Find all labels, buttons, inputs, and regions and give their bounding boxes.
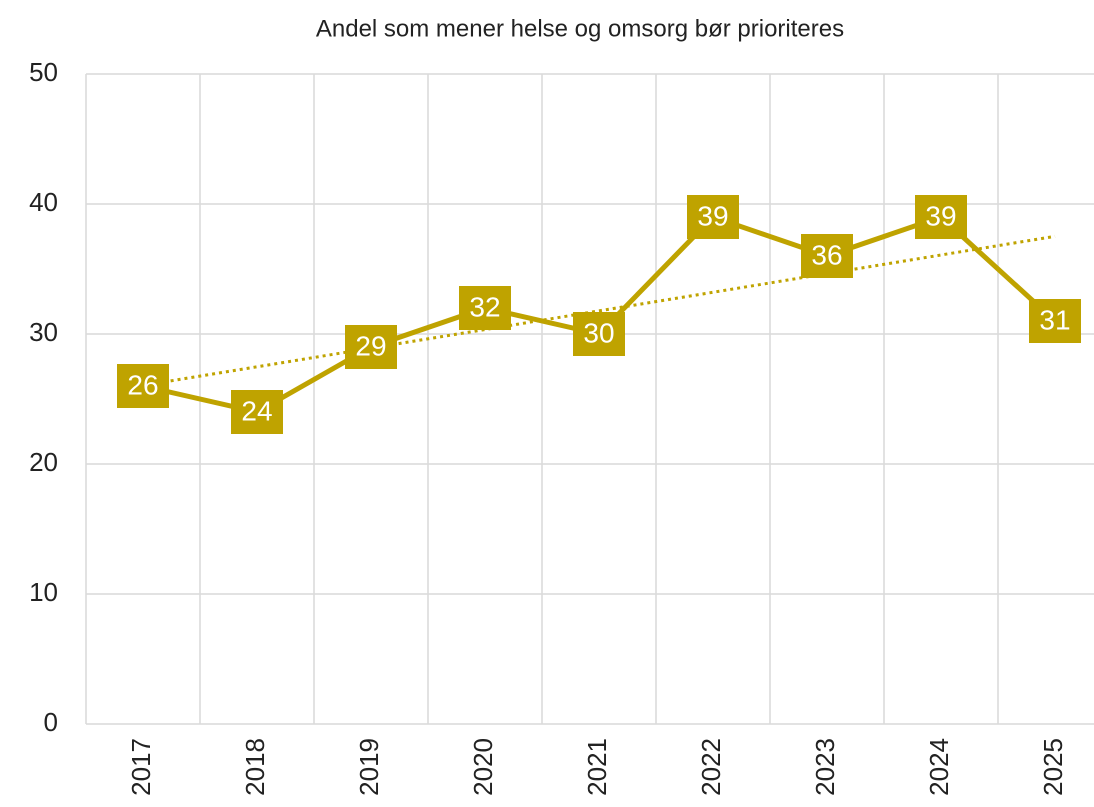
x-tick-label: 2022 (696, 738, 726, 796)
data-label: 36 (811, 239, 842, 270)
y-tick-label: 10 (29, 577, 58, 607)
y-tick-label: 40 (29, 187, 58, 217)
data-label-box (231, 390, 283, 434)
data-label-box (687, 195, 739, 239)
x-tick-label: 2023 (810, 738, 840, 796)
x-tick-label: 2019 (354, 738, 384, 796)
y-tick-label: 0 (44, 707, 58, 737)
data-label: 39 (697, 200, 728, 231)
data-label-box (573, 312, 625, 356)
x-tick-label: 2018 (240, 738, 270, 796)
data-label: 32 (469, 291, 500, 322)
data-label-box (801, 234, 853, 278)
x-tick-label: 2024 (924, 738, 954, 796)
data-label-box (915, 195, 967, 239)
data-label-box (117, 364, 169, 408)
data-label: 29 (355, 330, 386, 361)
x-tick-label: 2025 (1038, 738, 1068, 796)
data-label: 30 (583, 317, 614, 348)
y-tick-label: 30 (29, 317, 58, 347)
data-label-box (345, 325, 397, 369)
data-label-box (459, 286, 511, 330)
data-label: 39 (925, 200, 956, 231)
chart-title: Andel som mener helse og omsorg bør prio… (316, 15, 844, 42)
x-tick-label: 2020 (468, 738, 498, 796)
x-tick-label: 2017 (126, 738, 156, 796)
data-label-box (1029, 299, 1081, 343)
y-tick-label: 20 (29, 447, 58, 477)
trendline (142, 234, 1056, 387)
data-label: 24 (241, 395, 272, 426)
x-tick-label: 2021 (582, 738, 612, 796)
data-label: 26 (127, 369, 158, 400)
data-label: 31 (1039, 304, 1070, 335)
y-tick-label: 50 (29, 57, 58, 87)
